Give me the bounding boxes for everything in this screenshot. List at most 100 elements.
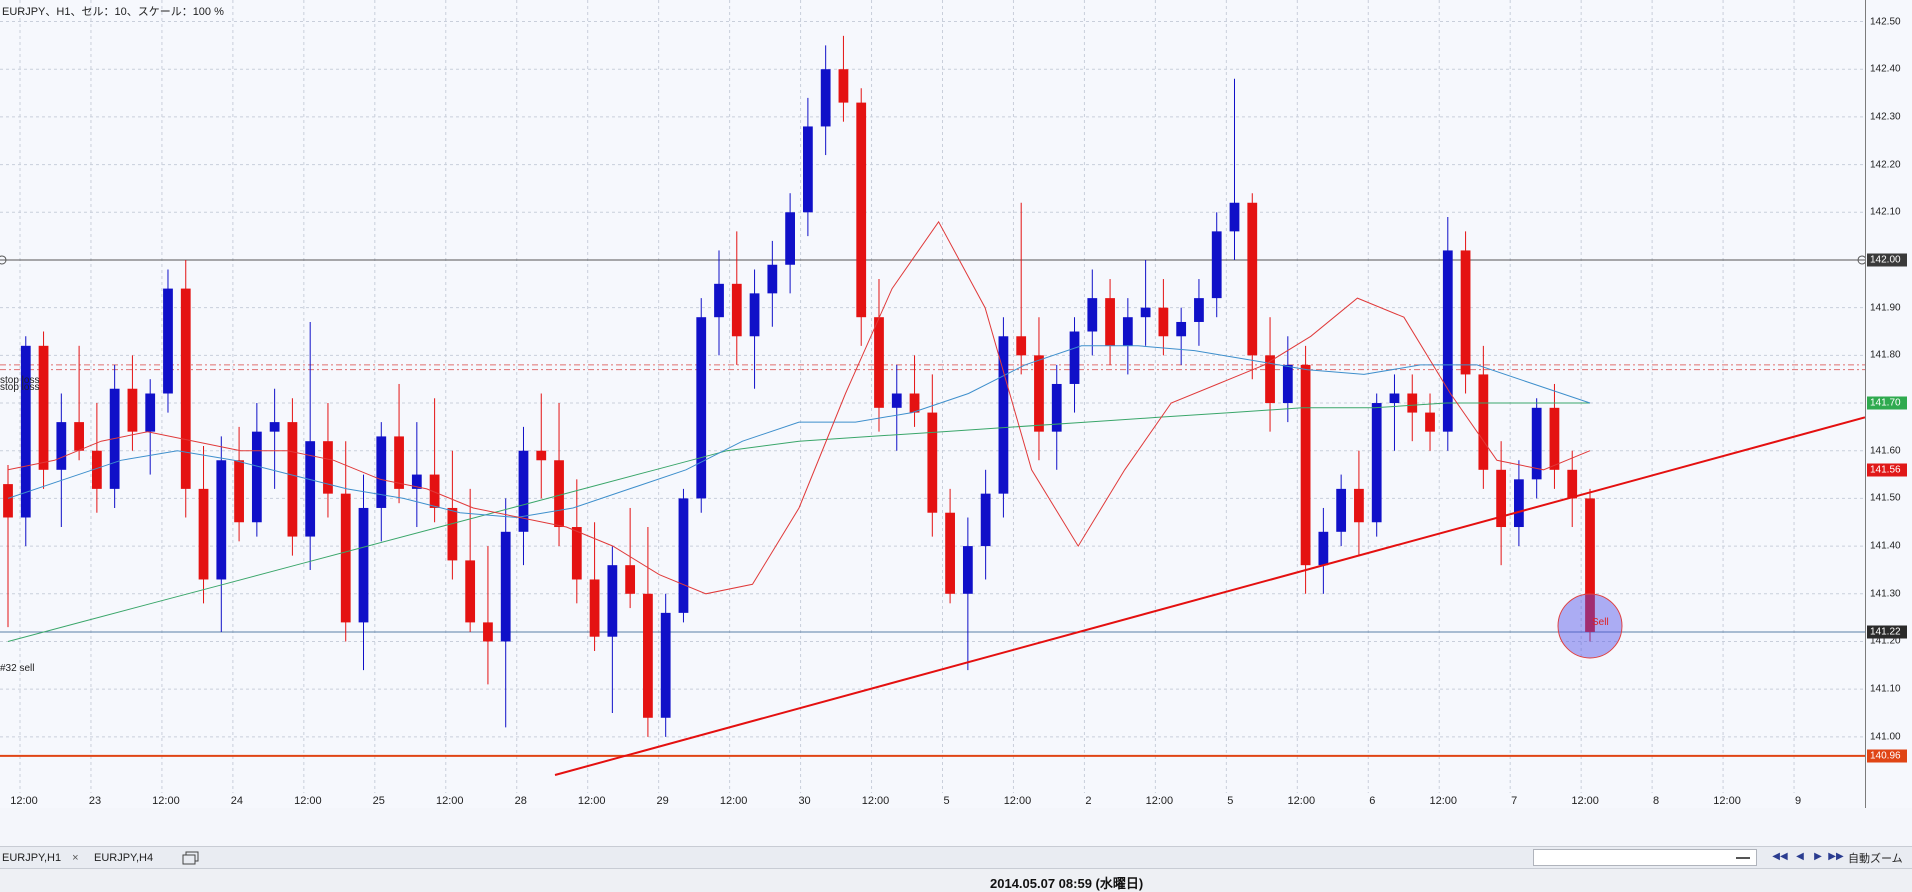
- candle-body: [731, 283, 742, 337]
- price-tick: 141.80: [1870, 349, 1901, 361]
- tab-label: EURJPY,H4: [94, 852, 154, 864]
- candle-body: [785, 212, 796, 265]
- candle-body: [1496, 469, 1507, 528]
- candle-body: [1194, 298, 1204, 322]
- candle-body: [1158, 307, 1169, 337]
- candle-body: [180, 288, 191, 489]
- candle-body: [1425, 412, 1435, 432]
- candle-body: [234, 460, 244, 523]
- candle-body: [554, 460, 564, 528]
- time-tick: 12:00: [861, 795, 890, 807]
- candle-body: [269, 422, 280, 432]
- price-tick: 141.50: [1870, 492, 1901, 504]
- candle-body: [1531, 407, 1542, 480]
- zoom-slider-icon: [1736, 857, 1750, 859]
- price-tick: 141.60: [1870, 445, 1901, 457]
- candle-body: [429, 474, 440, 508]
- price-tick: 142.50: [1870, 16, 1901, 28]
- trendline: [554, 416, 1865, 776]
- time-tick: 12:00: [10, 795, 38, 807]
- candle-body: [518, 450, 529, 532]
- candle-body: [838, 69, 849, 103]
- time-tick: 12:00: [294, 795, 322, 807]
- time-tick: 24: [230, 795, 243, 807]
- candle-body: [767, 264, 778, 294]
- candle-body: [1300, 364, 1311, 566]
- candle-body: [1514, 479, 1524, 528]
- candle-body: [891, 393, 902, 408]
- chart-area[interactable]: Sell EURJPY、H1、セル：10、スケール：100 % stop los…: [0, 0, 1865, 808]
- sell-marker-label: Sell: [1592, 617, 1609, 628]
- candle-body: [1105, 298, 1115, 346]
- order-line-label: #32 sell: [0, 663, 35, 674]
- zoom-field[interactable]: [1533, 849, 1757, 866]
- candle-body: [20, 345, 31, 518]
- candle-body: [536, 450, 547, 461]
- tile-windows-icon[interactable]: [182, 851, 200, 865]
- candle-body: [74, 422, 84, 451]
- time-tick: 8: [1653, 795, 1660, 807]
- line-handle-icon: [0, 255, 7, 265]
- chart-tab-bar: EURJPY,H1 × EURJPY,H4: [0, 846, 1912, 869]
- candle-body: [589, 579, 600, 637]
- candle-body: [909, 393, 920, 413]
- candle-body: [1034, 355, 1044, 432]
- autozoom-button[interactable]: 自動ズーム: [1848, 853, 1903, 865]
- time-tick: 12:00: [1571, 795, 1599, 807]
- candle-body: [1069, 331, 1080, 384]
- first-icon[interactable]: ◀◀: [1772, 851, 1788, 862]
- price-label: 142.00: [1867, 253, 1907, 267]
- price-tick: 142.10: [1870, 206, 1901, 218]
- time-tick: 23: [88, 795, 102, 807]
- candle-body: [874, 317, 884, 408]
- candle-body: [1229, 202, 1240, 232]
- candle-body: [945, 512, 955, 594]
- tab-eurjpy-h4[interactable]: EURJPY,H4: [94, 850, 153, 866]
- candle-body: [696, 317, 707, 499]
- candle-body: [358, 507, 369, 623]
- next-icon[interactable]: ▶: [1814, 851, 1822, 862]
- candle-body: [145, 393, 156, 432]
- time-tick: 12:00: [1287, 795, 1316, 807]
- price-tick: 142.30: [1870, 111, 1901, 123]
- candle-body: [660, 612, 671, 718]
- candle-body: [1371, 403, 1382, 523]
- price-label: 141.22: [1867, 625, 1907, 639]
- close-icon[interactable]: ×: [72, 852, 79, 864]
- stop-loss-label-1: stop loss: [0, 375, 40, 386]
- candle-body: [820, 69, 831, 127]
- candle-body: [1318, 531, 1329, 566]
- last-icon[interactable]: ▶▶: [1828, 851, 1844, 862]
- time-tick: 12:00: [436, 795, 464, 807]
- candle-body: [251, 431, 262, 523]
- candle-body: [1442, 250, 1453, 432]
- candle-body: [1585, 498, 1595, 632]
- candle-body: [56, 422, 67, 470]
- candle-body: [749, 293, 760, 337]
- price-tick: 142.40: [1870, 63, 1901, 75]
- time-axis: 12:00 23 12:00 24 12:00 25 12:00 28 12:00 29 12:00…: [0, 793, 1865, 808]
- candle-body: [802, 126, 813, 213]
- ma-mid-line: [7, 345, 1591, 519]
- price-tick: 141.10: [1870, 683, 1901, 695]
- candle-body: [856, 102, 867, 318]
- candle-body: [1282, 364, 1293, 404]
- price-tick: 141.40: [1870, 540, 1901, 552]
- candle-body: [1549, 407, 1560, 470]
- candle-body: [927, 412, 938, 513]
- time-tick: 2: [1085, 795, 1092, 807]
- price-tick: 142.20: [1870, 159, 1901, 171]
- candle-body: [127, 388, 138, 432]
- time-tick: 29: [656, 795, 669, 807]
- price-tick: 141.90: [1870, 302, 1901, 314]
- tab-eurjpy-h1[interactable]: EURJPY,H1 ×: [2, 850, 79, 866]
- price-tick: 141.20: [1870, 635, 1901, 647]
- price-chart[interactable]: Sell: [0, 0, 1865, 808]
- price-label: 140.96: [1867, 749, 1907, 763]
- prev-icon[interactable]: ◀: [1796, 851, 1804, 862]
- price-tick: 141.30: [1870, 588, 1901, 600]
- candle-body: [1336, 488, 1347, 532]
- candle-body: [625, 565, 636, 594]
- time-tick: 12:00: [152, 795, 180, 807]
- candle-body: [340, 493, 351, 623]
